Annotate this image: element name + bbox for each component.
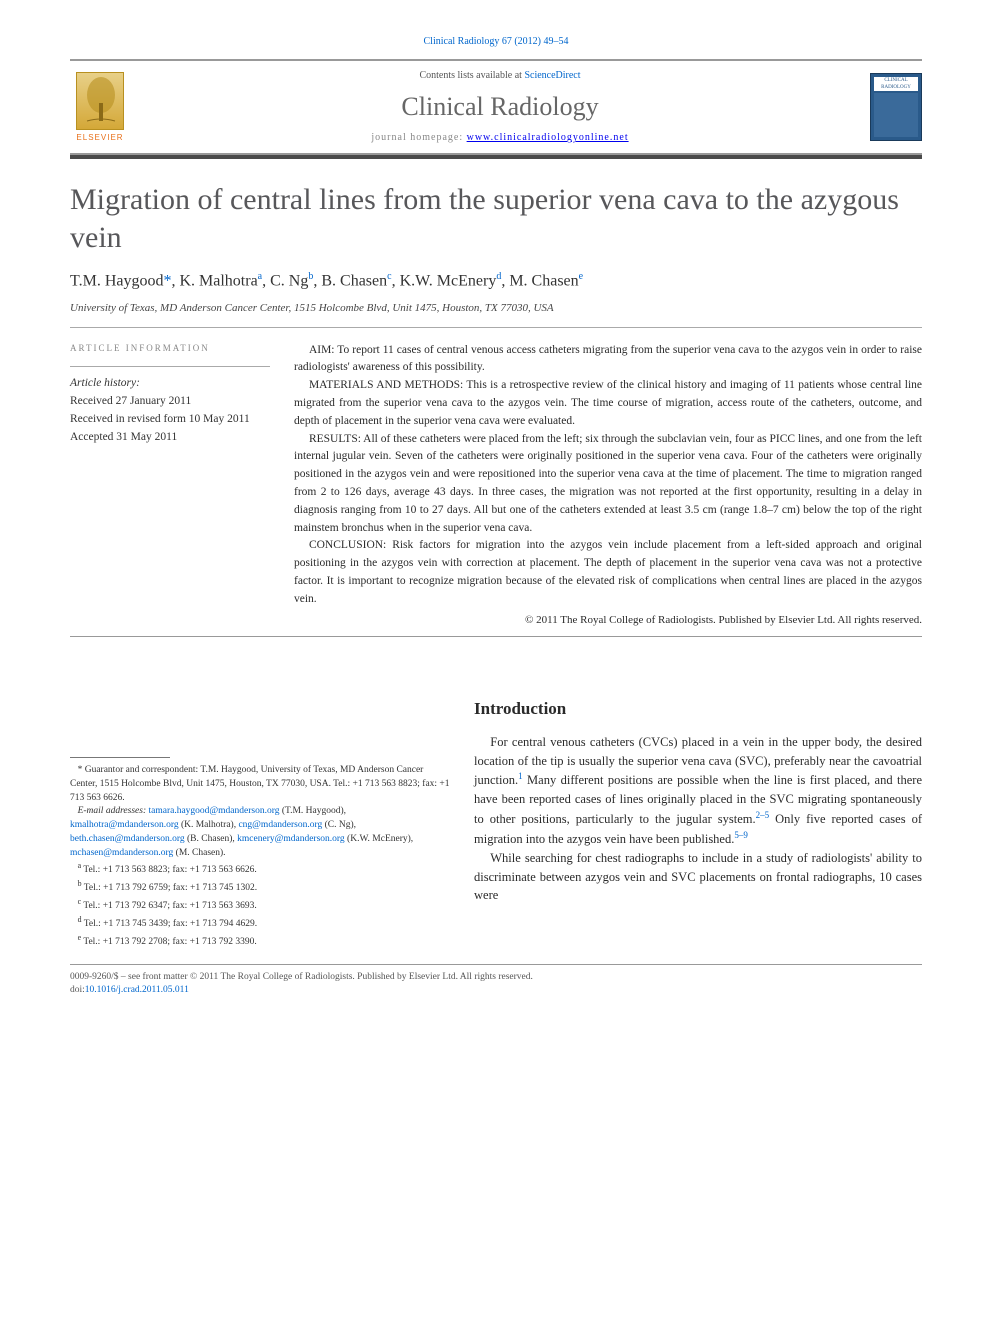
journal-cover[interactable]: CLINICAL RADIOLOGY xyxy=(870,73,922,141)
homepage-link[interactable]: www.clinicalradiologyonline.net xyxy=(467,132,629,143)
contents-line: Contents lists available at ScienceDirec… xyxy=(130,69,870,83)
footnote-column: * Guarantor and correspondent: T.M. Hayg… xyxy=(70,697,450,950)
header-center: Contents lists available at ScienceDirec… xyxy=(130,69,870,145)
abstract-column: AIM: To report 11 cases of central venou… xyxy=(294,342,922,629)
abstract-aim: AIM: To report 11 cases of central venou… xyxy=(294,342,922,378)
email-link[interactable]: tamara.haygood@mdanderson.org xyxy=(148,806,279,816)
header-rule-thick xyxy=(70,155,922,159)
citation-vol: 67 (2012) 49–54 xyxy=(502,36,569,47)
history-label: Article history: xyxy=(70,375,270,393)
authors: T.M. Haygood*, K. Malhotraa, C. Ngb, B. … xyxy=(70,270,922,293)
page: Clinical Radiology 67 (2012) 49–54 ELSEV… xyxy=(0,0,992,1038)
citation-journal: Clinical Radiology xyxy=(424,36,500,47)
corresponding-mark[interactable]: * xyxy=(163,273,171,290)
email-link[interactable]: mchasen@mdanderson.org xyxy=(70,848,173,858)
elsevier-svg xyxy=(77,73,125,131)
journal-name: Clinical Radiology xyxy=(130,89,870,125)
abstract-results: RESULTS: All of these catheters were pla… xyxy=(294,431,922,538)
header-citation: Clinical Radiology 67 (2012) 49–54 xyxy=(70,35,922,49)
tel-note: e Tel.: +1 713 792 2708; fax: +1 713 792… xyxy=(70,932,450,950)
sciencedirect-link[interactable]: ScienceDirect xyxy=(524,70,580,81)
intro-p2: While searching for chest radiographs to… xyxy=(474,849,922,905)
ref-link[interactable]: 5–9 xyxy=(734,830,748,840)
homepage-line: journal homepage: www.clinicalradiologyo… xyxy=(130,131,870,145)
elsevier-tree-icon xyxy=(76,72,124,130)
author-affil-link[interactable]: c xyxy=(387,271,391,282)
ref-link[interactable]: 1 xyxy=(518,771,523,781)
contents-text: Contents lists available at xyxy=(419,70,521,81)
journal-cover-body xyxy=(874,93,918,137)
email-link[interactable]: beth.chasen@mdanderson.org xyxy=(70,834,185,844)
intro-p1: For central venous catheters (CVCs) plac… xyxy=(474,733,922,849)
header-box: ELSEVIER Contents lists available at Sci… xyxy=(70,60,922,154)
tel-note: c Tel.: +1 713 792 6347; fax: +1 713 563… xyxy=(70,896,450,914)
footer-rule xyxy=(70,964,922,965)
article-title: Migration of central lines from the supe… xyxy=(70,181,922,256)
intro-body: For central venous catheters (CVCs) plac… xyxy=(474,733,922,905)
doi-link[interactable]: 10.1016/j.crad.2011.05.011 xyxy=(85,985,189,995)
history-accepted: Accepted 31 May 2011 xyxy=(70,429,270,447)
article-history: Article history: Received 27 January 201… xyxy=(70,375,270,446)
tel-note: b Tel.: +1 713 792 6759; fax: +1 713 745… xyxy=(70,878,450,896)
elsevier-name: ELSEVIER xyxy=(76,132,123,143)
email-link[interactable]: cng@mdanderson.org xyxy=(238,820,322,830)
intro-column: Introduction For central venous catheter… xyxy=(474,697,922,950)
abstract-copyright: © 2011 The Royal College of Radiologists… xyxy=(294,613,922,628)
footnote-rule xyxy=(70,757,170,758)
author-affil-link[interactable]: b xyxy=(308,271,313,282)
ref-link[interactable]: 2–5 xyxy=(756,810,770,820)
abstract: AIM: To report 11 cases of central venou… xyxy=(294,342,922,609)
rule-below-abstract xyxy=(70,636,922,637)
author-affil-link[interactable]: e xyxy=(579,271,583,282)
intro-section: * Guarantor and correspondent: T.M. Hayg… xyxy=(70,697,922,950)
author-affil-link[interactable]: a xyxy=(258,271,262,282)
homepage-label: journal homepage: xyxy=(371,132,463,143)
abstract-conclusion: CONCLUSION: Risk factors for migration i… xyxy=(294,537,922,608)
abstract-row: ARTICLE INFORMATION Article history: Rec… xyxy=(70,342,922,629)
corresponding-note: * Guarantor and correspondent: T.M. Hayg… xyxy=(70,764,450,805)
history-revised: Received in revised form 10 May 2011 xyxy=(70,411,270,429)
citation-link[interactable]: Clinical Radiology 67 (2012) 49–54 xyxy=(424,36,569,47)
elsevier-logo[interactable]: ELSEVIER xyxy=(70,69,130,145)
journal-cover-title: CLINICAL RADIOLOGY xyxy=(874,77,918,91)
history-received: Received 27 January 2011 xyxy=(70,393,270,411)
article-info-column: ARTICLE INFORMATION Article history: Rec… xyxy=(70,342,270,629)
abstract-methods: MATERIALS AND METHODS: This is a retrosp… xyxy=(294,377,922,430)
tel-note: a Tel.: +1 713 563 8823; fax: +1 713 563… xyxy=(70,860,450,878)
footnotes: * Guarantor and correspondent: T.M. Hayg… xyxy=(70,764,450,950)
doi-label: doi: xyxy=(70,985,85,995)
article-info-rule xyxy=(70,366,270,367)
rule-above-abstract xyxy=(70,327,922,328)
intro-heading: Introduction xyxy=(474,697,922,721)
affiliation: University of Texas, MD Anderson Cancer … xyxy=(70,301,922,316)
tel-note: d Tel.: +1 713 745 3439; fax: +1 713 794… xyxy=(70,914,450,932)
email-note: E-mail addresses: tamara.haygood@mdander… xyxy=(70,805,450,860)
author-affil-link[interactable]: d xyxy=(496,271,501,282)
footer-line1: 0009-9260/$ – see front matter © 2011 Th… xyxy=(70,972,533,982)
email-link[interactable]: kmalhotra@mdanderson.org xyxy=(70,820,179,830)
article-info-heading: ARTICLE INFORMATION xyxy=(70,342,270,355)
footer-text: 0009-9260/$ – see front matter © 2011 Th… xyxy=(70,971,922,998)
email-link[interactable]: kmcenery@mdanderson.org xyxy=(237,834,345,844)
